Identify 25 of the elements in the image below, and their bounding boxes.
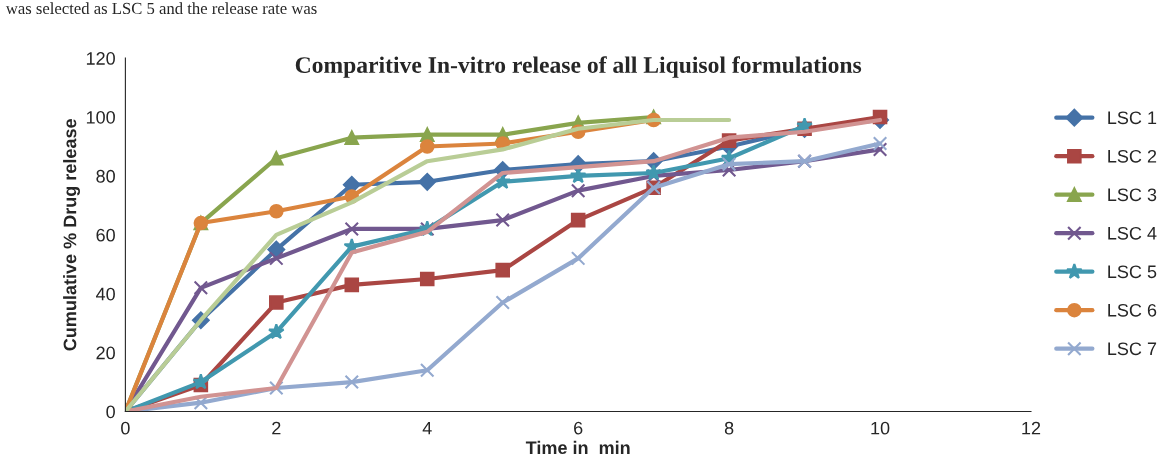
legend-label: LSC 4 <box>1108 226 1157 240</box>
y-axis-title: Cumulative % Drug release <box>63 119 80 351</box>
y-tick-label: 0 <box>106 405 115 419</box>
x-tick-label: 12 <box>1022 421 1041 435</box>
y-tick-label: 100 <box>86 110 115 124</box>
legend-label: LSC 3 <box>1108 188 1157 202</box>
x-tick-label: 10 <box>871 421 890 435</box>
x-tick-label: 6 <box>574 421 583 435</box>
legend-label: LSC 7 <box>1108 342 1157 356</box>
legend-label: LSC 2 <box>1108 149 1157 163</box>
chart-title: Comparitive In-vitro release of all Liquisol formulations <box>295 56 862 78</box>
y-tick-label: 120 <box>86 52 115 65</box>
text: was selected as LSC 5 and the release rate was <box>5 2 317 15</box>
x-tick-label: 2 <box>272 421 281 435</box>
y-tick-label: 60 <box>96 228 115 242</box>
legend-label: LSC 6 <box>1108 303 1157 317</box>
legend-label: LSC 1 <box>1108 111 1157 125</box>
y-tick-label: 80 <box>96 169 115 183</box>
x-tick-label: 8 <box>724 421 734 435</box>
x-tick-label: 4 <box>422 421 432 435</box>
x-tick-label: 0 <box>121 421 130 435</box>
y-tick-label: 40 <box>96 287 115 301</box>
y-tick-label: 20 <box>96 346 115 360</box>
x-axis-title: Time in min <box>525 440 630 455</box>
legend-label: LSC 5 <box>1108 265 1157 279</box>
